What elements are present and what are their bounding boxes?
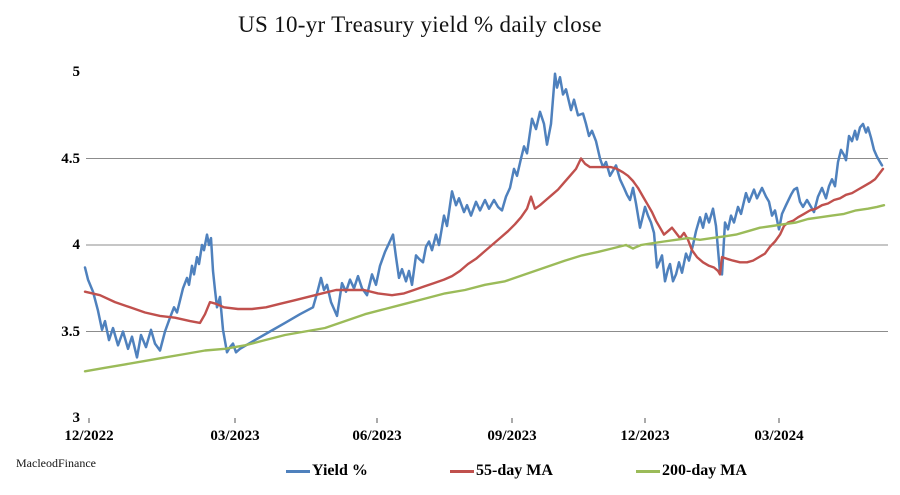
x-axis-tick-label: 12/2023 — [620, 428, 670, 444]
y-axis-tick-label: 3 — [72, 410, 81, 426]
y-axis-tick-label: 4 — [72, 237, 81, 253]
y-axis-tick-label: 3.5 — [61, 323, 80, 340]
x-axis-tick-label: 12/2022 — [64, 428, 114, 444]
legend: Yield % 55-day MA 200-day MA — [0, 458, 900, 486]
x-axis-tick-label: 09/2023 — [487, 428, 537, 444]
legend-item: Yield % — [286, 458, 368, 484]
x-axis-tick-label: 03/2024 — [754, 428, 804, 444]
legend-label: Yield % — [312, 462, 368, 479]
x-axis-tick-label: 03/2023 — [210, 428, 260, 444]
legend-swatch-icon — [286, 469, 310, 473]
x-axis-tick-label: 06/2023 — [352, 428, 402, 444]
chart-title: US 10-yr Treasury yield % daily close — [238, 12, 602, 37]
legend-swatch-icon — [450, 469, 474, 473]
watermark: MacleodFinance — [16, 456, 96, 470]
legend-label: 200-day MA — [662, 462, 747, 479]
legend-label: 55-day MA — [476, 462, 553, 479]
legend-item: 55-day MA — [450, 458, 553, 484]
y-axis-tick-label: 5 — [72, 64, 81, 80]
y-axis-tick-label: 4.5 — [61, 150, 80, 167]
legend-swatch-icon — [636, 469, 660, 473]
series-line-yield- — [83, 72, 884, 359]
series-line-200-day-ma — [83, 203, 886, 373]
series-line-55-day-ma — [83, 157, 885, 325]
legend-item: 200-day MA — [636, 458, 747, 484]
